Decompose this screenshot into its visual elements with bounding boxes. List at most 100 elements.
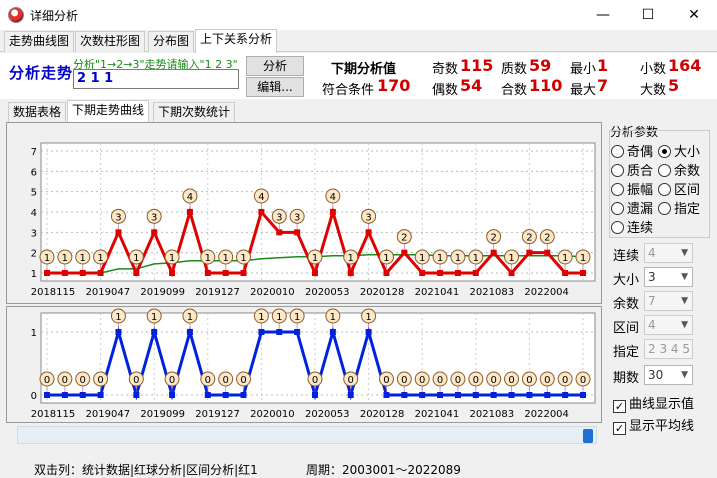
data-point bbox=[562, 270, 569, 276]
field-select[interactable]: 30 ▼ bbox=[644, 365, 693, 385]
radio-3[interactable]: 余数 bbox=[658, 160, 700, 179]
scrollbar-thumb[interactable] bbox=[583, 429, 593, 443]
checkbox-1[interactable]: ✓ 显示平均线 bbox=[613, 415, 694, 435]
radio-6[interactable]: 遗漏 bbox=[611, 198, 653, 217]
data-label: 1 bbox=[258, 312, 264, 323]
radio-label: 振幅 bbox=[627, 183, 654, 198]
value-bubble bbox=[378, 371, 394, 387]
data-label: 0 bbox=[455, 375, 461, 386]
data-point bbox=[115, 329, 122, 335]
value-bubble bbox=[182, 308, 198, 324]
x-tick-label: 2019127 bbox=[195, 287, 240, 298]
tab-next-trend[interactable]: 下期走势曲线 bbox=[67, 100, 150, 123]
stat-label: 最大 bbox=[570, 83, 597, 98]
data-label: 1 bbox=[187, 312, 193, 323]
data-point bbox=[44, 392, 50, 398]
data-point bbox=[365, 229, 372, 236]
value-bubble bbox=[468, 371, 484, 387]
tab-next-count[interactable]: 下期次数统计 bbox=[153, 102, 236, 122]
minimize-button[interactable]: — bbox=[596, 7, 610, 23]
close-button[interactable]: ✕ bbox=[688, 7, 700, 23]
value-bubble bbox=[93, 249, 109, 265]
value-bubble bbox=[414, 371, 430, 387]
value-bubble bbox=[539, 229, 555, 245]
x-tick-label: 2020053 bbox=[305, 287, 350, 298]
value-bubble bbox=[110, 208, 126, 224]
field-select[interactable]: 3 ▼ bbox=[644, 267, 693, 287]
data-point bbox=[347, 392, 354, 398]
value-bubble bbox=[521, 229, 537, 245]
radio-1[interactable]: 大小 bbox=[658, 141, 700, 160]
value-bubble bbox=[361, 208, 377, 224]
window-title: 详细分析 bbox=[30, 9, 79, 23]
x-tick-label: 2019099 bbox=[140, 287, 185, 298]
analyze-button[interactable]: 分析 bbox=[246, 56, 304, 76]
radio-label: 大小 bbox=[674, 145, 701, 160]
tab-count-bar[interactable]: 次数柱形图 bbox=[75, 31, 146, 52]
data-label: 1 bbox=[222, 253, 228, 264]
data-label: 1 bbox=[383, 253, 389, 264]
y-tick-label: 3 bbox=[31, 228, 37, 239]
value-bubble bbox=[182, 188, 198, 204]
tab-trend-curve[interactable]: 走势曲线图 bbox=[4, 31, 75, 52]
data-label: 0 bbox=[205, 375, 211, 386]
radio-circle-icon bbox=[611, 145, 624, 158]
data-point bbox=[544, 249, 551, 256]
data-label: 0 bbox=[240, 375, 246, 386]
tab-data-table[interactable]: 数据表格 bbox=[8, 102, 67, 122]
radio-label: 质合 bbox=[627, 164, 654, 179]
stat-value: 164 bbox=[668, 56, 702, 75]
value-bubble bbox=[450, 371, 466, 387]
value-bubble bbox=[432, 371, 448, 387]
value-bubble bbox=[307, 371, 323, 387]
chart-scrollbar[interactable] bbox=[17, 426, 597, 444]
value-bubble bbox=[110, 308, 126, 324]
data-point bbox=[437, 270, 444, 276]
data-label: 1 bbox=[44, 253, 50, 264]
value-bubble bbox=[504, 249, 520, 265]
chevron-down-icon: ▼ bbox=[681, 296, 688, 306]
data-label: 0 bbox=[312, 375, 318, 386]
data-point bbox=[490, 249, 497, 256]
data-point bbox=[169, 392, 176, 398]
chevron-down-icon: ▼ bbox=[681, 320, 688, 330]
tab-relation-analysis[interactable]: 上下关系分析 bbox=[195, 29, 278, 53]
radio-7[interactable]: 指定 bbox=[658, 198, 700, 217]
checkbox-0[interactable]: ✓ 曲线显示值 bbox=[613, 393, 694, 413]
stat-value: 54 bbox=[460, 76, 483, 95]
data-label: 0 bbox=[419, 375, 425, 386]
data-label: 1 bbox=[365, 312, 371, 323]
value-bubble bbox=[164, 249, 180, 265]
radio-5[interactable]: 区间 bbox=[658, 179, 700, 198]
data-label: 1 bbox=[419, 253, 425, 264]
pattern-input[interactable]: 2 1 1 bbox=[73, 69, 239, 89]
value-bubble bbox=[396, 371, 412, 387]
data-point bbox=[472, 392, 479, 398]
data-point bbox=[508, 392, 515, 398]
radio-8[interactable]: 连续 bbox=[611, 217, 653, 236]
radio-4[interactable]: 振幅 bbox=[611, 179, 653, 198]
radio-2[interactable]: 质合 bbox=[611, 160, 653, 179]
x-tick-label: 2020053 bbox=[305, 409, 350, 420]
x-tick-label: 2020010 bbox=[250, 409, 295, 420]
data-point bbox=[294, 229, 301, 236]
data-label: 1 bbox=[169, 253, 175, 264]
stat-label: 合数 bbox=[501, 83, 528, 98]
maximize-button[interactable]: ☐ bbox=[641, 7, 655, 23]
value-bubble bbox=[289, 208, 305, 224]
data-point bbox=[419, 270, 426, 276]
x-tick-label: 2018115 bbox=[31, 409, 76, 420]
edit-button[interactable]: 编辑... bbox=[246, 77, 304, 97]
value-bubble bbox=[289, 308, 305, 324]
checkbox-label: 显示平均线 bbox=[629, 419, 695, 434]
stat-label: 小数 bbox=[640, 62, 667, 77]
radio-0[interactable]: 奇偶 bbox=[611, 141, 653, 160]
field-value: 7 bbox=[648, 294, 656, 308]
param-group bbox=[609, 130, 710, 238]
stat-value: 5 bbox=[668, 76, 680, 95]
tab-distribution[interactable]: 分布图 bbox=[148, 31, 195, 52]
y-tick-label: 1 bbox=[31, 269, 37, 280]
data-point bbox=[329, 329, 336, 335]
data-point bbox=[222, 392, 229, 398]
data-point bbox=[61, 392, 68, 398]
